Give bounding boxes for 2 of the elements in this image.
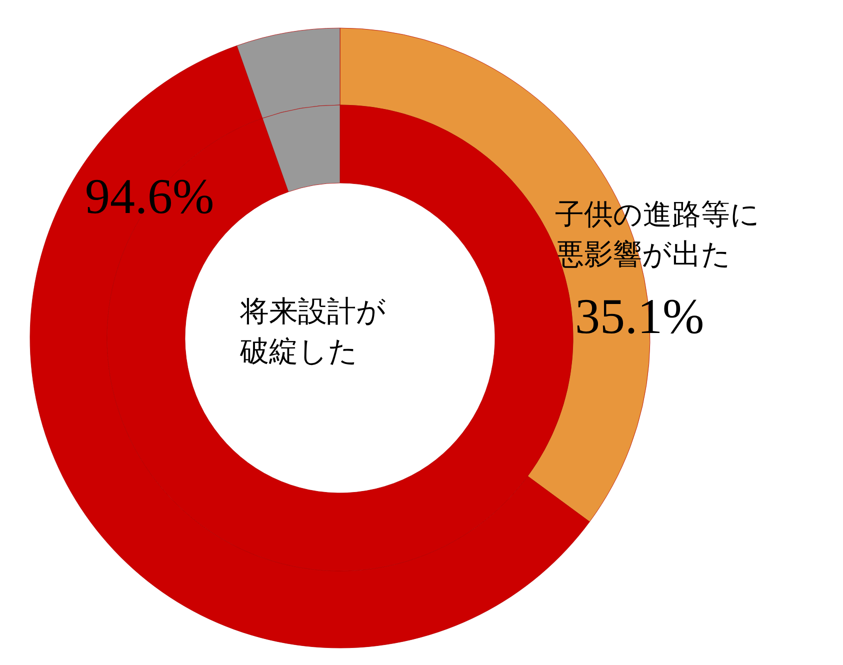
data-label: 94.6% <box>85 168 214 224</box>
slice-label: 将来設計が破綻した <box>239 294 386 368</box>
